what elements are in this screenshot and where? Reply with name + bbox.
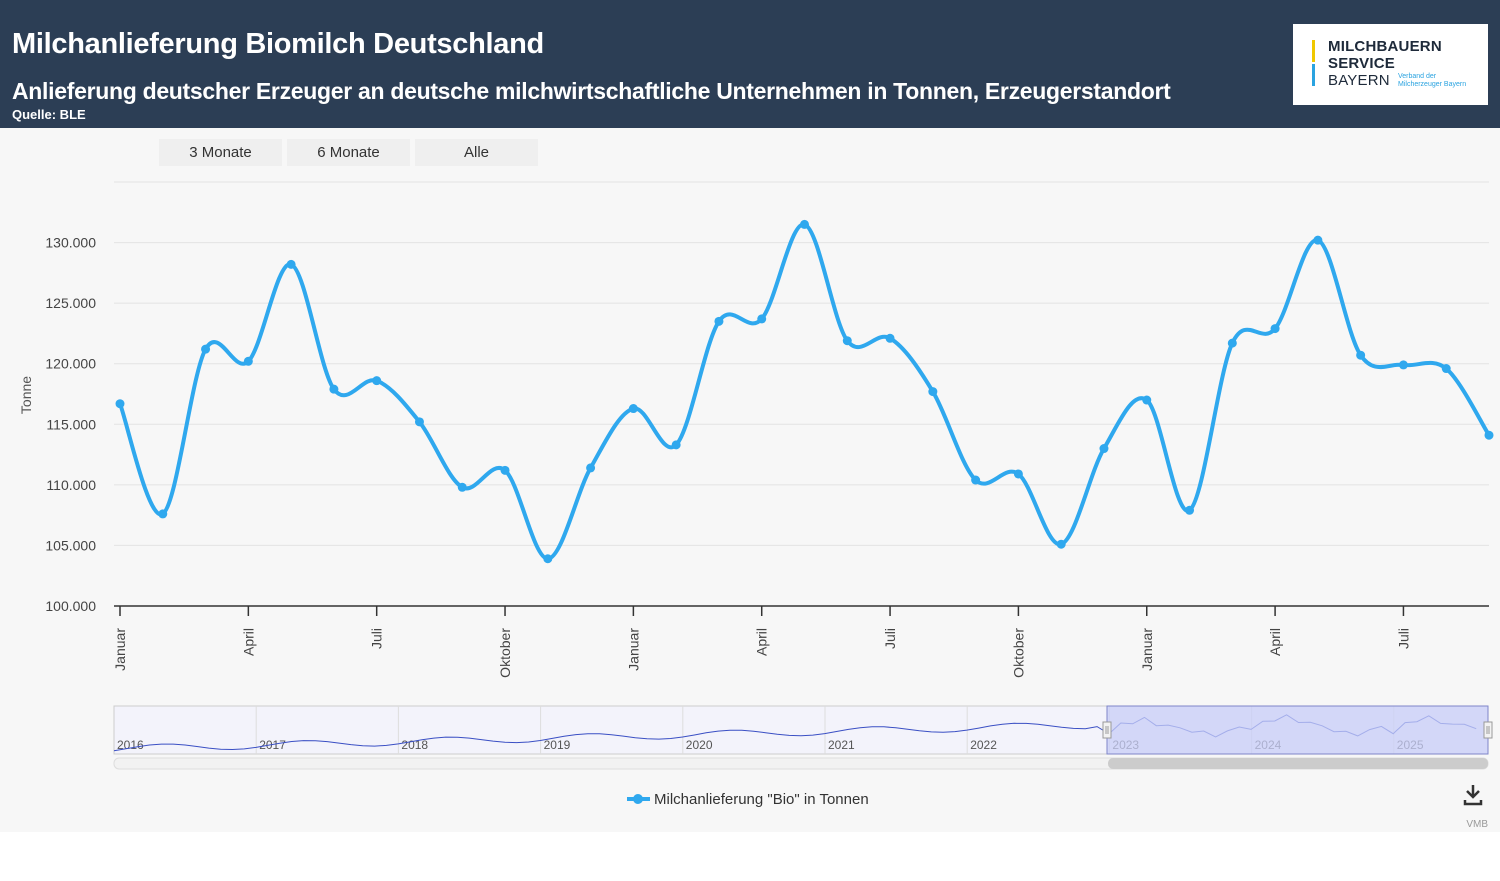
- x-axis: Januar April Juli Oktober Januar April Juli Okt…: [112, 605, 1489, 678]
- x-tick-label: Januar: [625, 628, 641, 671]
- data-point[interactable]: [1441, 364, 1451, 374]
- range-button-alle[interactable]: Alle: [415, 139, 538, 166]
- data-point[interactable]: [1227, 338, 1237, 348]
- x-tick-label: Januar: [112, 628, 128, 671]
- data-point[interactable]: [414, 417, 424, 427]
- data-point[interactable]: [628, 404, 638, 414]
- x-tick-label: Juli: [882, 628, 898, 649]
- navigator-right-handle[interactable]: [1483, 721, 1493, 739]
- range-button-3-monate[interactable]: 3 Monate: [159, 139, 282, 166]
- logo-text-line1: MILCHBAUERN: [1328, 38, 1442, 55]
- navigator-year-label: 2022: [970, 738, 997, 752]
- data-point[interactable]: [158, 509, 168, 519]
- navigator-selected-range[interactable]: [1106, 705, 1489, 755]
- data-point[interactable]: [457, 482, 467, 492]
- data-point[interactable]: [1313, 235, 1323, 245]
- data-point[interactable]: [757, 314, 767, 324]
- data-point[interactable]: [1270, 324, 1280, 334]
- data-point[interactable]: [1356, 350, 1366, 360]
- data-point[interactable]: [928, 387, 938, 397]
- data-point[interactable]: [1142, 395, 1152, 405]
- data-point[interactable]: [1185, 505, 1195, 515]
- x-tick-label: April: [1267, 628, 1283, 656]
- x-tick-label: Januar: [1139, 628, 1155, 671]
- y-axis-title: Tonne: [18, 376, 34, 414]
- data-point[interactable]: [885, 333, 895, 343]
- navigator-scrollbar-thumb[interactable]: [1108, 758, 1488, 769]
- x-tick-label: Juli: [1395, 628, 1411, 649]
- data-point[interactable]: [1398, 360, 1408, 370]
- navigator-year-label: 2021: [828, 738, 855, 752]
- y-tick-label: 120.000: [45, 356, 96, 372]
- navigator-left-handle[interactable]: [1102, 721, 1112, 739]
- download-arrow: [1466, 785, 1480, 799]
- data-point[interactable]: [286, 259, 296, 269]
- navigator-year-label: 2020: [686, 738, 713, 752]
- milchbauern-logo: MILCHBAUERN SERVICE BAYERN Verband der M…: [1293, 24, 1488, 105]
- y-tick-label: 110.000: [46, 477, 96, 493]
- data-point[interactable]: [201, 344, 211, 354]
- data-source: Quelle: BLE: [12, 107, 86, 122]
- logo-blue-bar: [1312, 64, 1315, 86]
- data-point[interactable]: [329, 384, 339, 394]
- data-point[interactable]: [372, 376, 382, 386]
- chart-header: Milchanlieferung Biomilch Deutschland An…: [0, 0, 1500, 128]
- y-tick-label: 125.000: [45, 295, 96, 311]
- navigator-year-label: 2018: [401, 738, 428, 752]
- logo-tagline: Verband der Milcherzeuger Bayern: [1398, 73, 1467, 88]
- data-point[interactable]: [543, 554, 553, 564]
- y-tick-label: 105.000: [45, 537, 96, 553]
- download-tray: [1463, 800, 1483, 806]
- range-button-6-monate[interactable]: 6 Monate: [287, 139, 410, 166]
- navigator[interactable]: 2016201720182019202020212022202320242025: [113, 705, 1493, 770]
- chart-title: Milchanlieferung Biomilch Deutschland: [12, 28, 544, 60]
- data-point[interactable]: [1013, 469, 1023, 479]
- data-point[interactable]: [714, 316, 724, 326]
- data-point[interactable]: [971, 475, 981, 485]
- navigator-year-label: 2019: [544, 738, 571, 752]
- data-point[interactable]: [671, 440, 681, 450]
- logo-text-line3: BAYERN: [1328, 72, 1390, 89]
- data-point[interactable]: [1099, 444, 1109, 454]
- y-axis-ticks: 100.000 105.000 110.000 115.000 120.000 125.0…: [45, 235, 96, 614]
- series-milchanlieferung-bio[interactable]: [115, 219, 1494, 564]
- x-tick-label: Juli: [369, 628, 385, 649]
- logo-yellow-bar: [1312, 40, 1315, 62]
- data-point[interactable]: [1484, 430, 1494, 440]
- data-point[interactable]: [500, 465, 510, 475]
- chart-subtitle: Anlieferung deutscher Erzeuger an deutsc…: [12, 78, 1171, 104]
- data-point[interactable]: [842, 336, 852, 346]
- chart-credit: VMB: [1466, 819, 1488, 830]
- y-tick-label: 100.000: [45, 598, 96, 614]
- logo-text-line2: SERVICE: [1328, 55, 1395, 72]
- data-point[interactable]: [586, 463, 596, 473]
- data-point[interactable]: [115, 399, 125, 409]
- navigator-year-label: 2017: [259, 738, 286, 752]
- navigator-year-label: 2016: [117, 738, 144, 752]
- y-tick-label: 115.000: [46, 416, 96, 432]
- legend-symbol-marker: [633, 794, 643, 804]
- legend[interactable]: Milchanlieferung "Bio" in Tonnen: [627, 791, 869, 808]
- legend-label[interactable]: Milchanlieferung "Bio" in Tonnen: [654, 791, 869, 808]
- series-line: [118, 222, 1491, 561]
- download-icon[interactable]: [1460, 782, 1488, 808]
- x-tick-label: April: [754, 628, 770, 656]
- data-point[interactable]: [800, 219, 809, 229]
- x-tick-label: Oktober: [497, 628, 513, 678]
- grid-lines: [114, 181, 1489, 546]
- data-point[interactable]: [1056, 539, 1066, 549]
- x-tick-label: April: [240, 628, 256, 656]
- data-point[interactable]: [243, 356, 253, 366]
- x-tick-label: Oktober: [1010, 628, 1026, 678]
- y-tick-label: 130.000: [45, 235, 96, 251]
